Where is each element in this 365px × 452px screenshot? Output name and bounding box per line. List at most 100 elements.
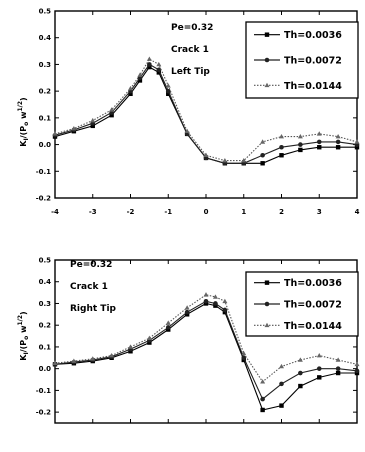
- data-point-square: [90, 123, 95, 129]
- y-tick-label: 0.3: [39, 61, 52, 69]
- series-line: [54, 302, 357, 411]
- legend-label: Th=0.0072: [284, 56, 342, 67]
- data-point-triangle: [109, 107, 115, 112]
- annotation-text: Left Tip: [171, 67, 210, 77]
- data-point-triangle: [335, 357, 341, 362]
- data-point-triangle: [279, 133, 284, 139]
- data-point-square: [109, 112, 114, 118]
- data-point-circle: [279, 144, 284, 150]
- y-tick-label: 0.1: [39, 343, 52, 351]
- chart-left-tip: KI/(Po w1/2) 0.50.40.30.20.10.0-0.1-0.2-…: [17, 8, 360, 217]
- data-point-triangle: [156, 61, 162, 67]
- data-point-triangle: [264, 82, 270, 88]
- data-point-square: [317, 145, 322, 150]
- annotation-text: Crack 1: [70, 282, 108, 292]
- data-point-triangle: [241, 158, 247, 163]
- data-point-square: [317, 375, 322, 380]
- data-point-triangle: [260, 139, 266, 144]
- data-point-square: [279, 403, 284, 408]
- data-point-square: [298, 383, 303, 389]
- data-point-triangle: [335, 133, 341, 139]
- data-point-square: [260, 407, 265, 413]
- data-point-triangle: [241, 350, 247, 356]
- data-point-triangle: [128, 85, 133, 91]
- data-point-circle: [279, 381, 284, 387]
- data-point-triangle: [109, 353, 115, 358]
- data-point-square: [354, 145, 360, 150]
- x-tick-label: 0: [204, 208, 209, 216]
- legend-label: Th=0.0036: [284, 278, 342, 289]
- y-tick-label: 0.2: [39, 88, 52, 96]
- data-point-square: [147, 64, 152, 70]
- data-point-triangle: [203, 152, 209, 158]
- data-point-circle: [335, 139, 341, 145]
- y-tick-label: -0.1: [36, 387, 51, 395]
- annotation-text: Pe=0.32: [171, 23, 213, 33]
- data-point-circle: [184, 309, 190, 315]
- data-point-circle: [260, 152, 265, 158]
- y-tick-label: 0.5: [39, 257, 52, 265]
- data-point-square: [335, 370, 341, 376]
- y-tick-label: -0.1: [36, 168, 51, 176]
- series-line: [54, 300, 358, 400]
- data-point-triangle: [90, 356, 96, 361]
- data-point-triangle: [128, 344, 133, 349]
- data-point-circle: [156, 67, 162, 73]
- data-point-triangle: [222, 298, 228, 304]
- data-point-circle: [147, 62, 152, 67]
- data-point-square: [156, 70, 162, 75]
- annotation-text: Crack 1: [171, 45, 209, 55]
- data-point-triangle: [316, 353, 322, 358]
- data-point-square: [279, 153, 284, 158]
- data-point-circle: [203, 298, 209, 304]
- data-point-square: [264, 280, 270, 285]
- y-tick-label: 0.3: [39, 300, 52, 308]
- data-point-square: [298, 147, 303, 153]
- data-point-square: [137, 78, 143, 83]
- data-point-square: [166, 91, 171, 97]
- legend-label: Th=0.0144: [284, 321, 342, 332]
- data-point-triangle: [279, 363, 284, 369]
- data-point-triangle: [71, 125, 77, 131]
- data-point-square: [264, 32, 270, 37]
- data-point-circle: [260, 396, 265, 402]
- y-axis-label: KI/(Po w1/2): [17, 97, 30, 146]
- legend: Th=0.0036 Th=0.0072 Th=0.0144: [245, 271, 359, 337]
- y-axis-label: KI/(Po w1/2): [17, 311, 30, 360]
- data-point-circle: [316, 139, 322, 145]
- data-point-circle: [264, 57, 270, 63]
- data-point-triangle: [354, 139, 360, 144]
- data-point-triangle: [165, 320, 171, 325]
- data-point-triangle: [90, 117, 96, 123]
- y-tick-label: 0.2: [39, 322, 52, 330]
- data-point-triangle: [212, 294, 218, 299]
- data-point-triangle: [146, 335, 152, 341]
- data-point-circle: [298, 370, 303, 376]
- annotation-text: Right Tip: [70, 304, 117, 314]
- y-tick-label: 0.4: [39, 34, 52, 42]
- y-tick-label: 0.0: [39, 365, 52, 373]
- y-tick-label: 0.5: [39, 8, 52, 16]
- data-point-triangle: [71, 358, 77, 363]
- legend-label: Th=0.0036: [284, 30, 342, 41]
- series-triangle: [52, 292, 360, 384]
- data-point-circle: [241, 355, 247, 361]
- data-point-triangle: [222, 158, 228, 163]
- legend-label: Th=0.0072: [284, 300, 342, 311]
- data-point-square: [335, 145, 341, 150]
- data-point-triangle: [137, 72, 143, 77]
- data-point-circle: [165, 325, 171, 330]
- x-tick-label: 3: [317, 208, 322, 216]
- data-point-circle: [335, 366, 341, 371]
- y-tick-label: 0.0: [39, 141, 52, 149]
- data-point-triangle: [316, 131, 322, 136]
- x-tick-label: -1: [164, 208, 172, 216]
- data-point-triangle: [165, 83, 171, 88]
- data-point-square: [260, 161, 265, 166]
- x-tick-label: -3: [89, 208, 97, 216]
- y-tick-label: -0.2: [36, 409, 51, 417]
- annotation-text: Pe=0.32: [70, 260, 112, 270]
- data-point-triangle: [52, 131, 58, 136]
- data-point-circle: [316, 366, 322, 371]
